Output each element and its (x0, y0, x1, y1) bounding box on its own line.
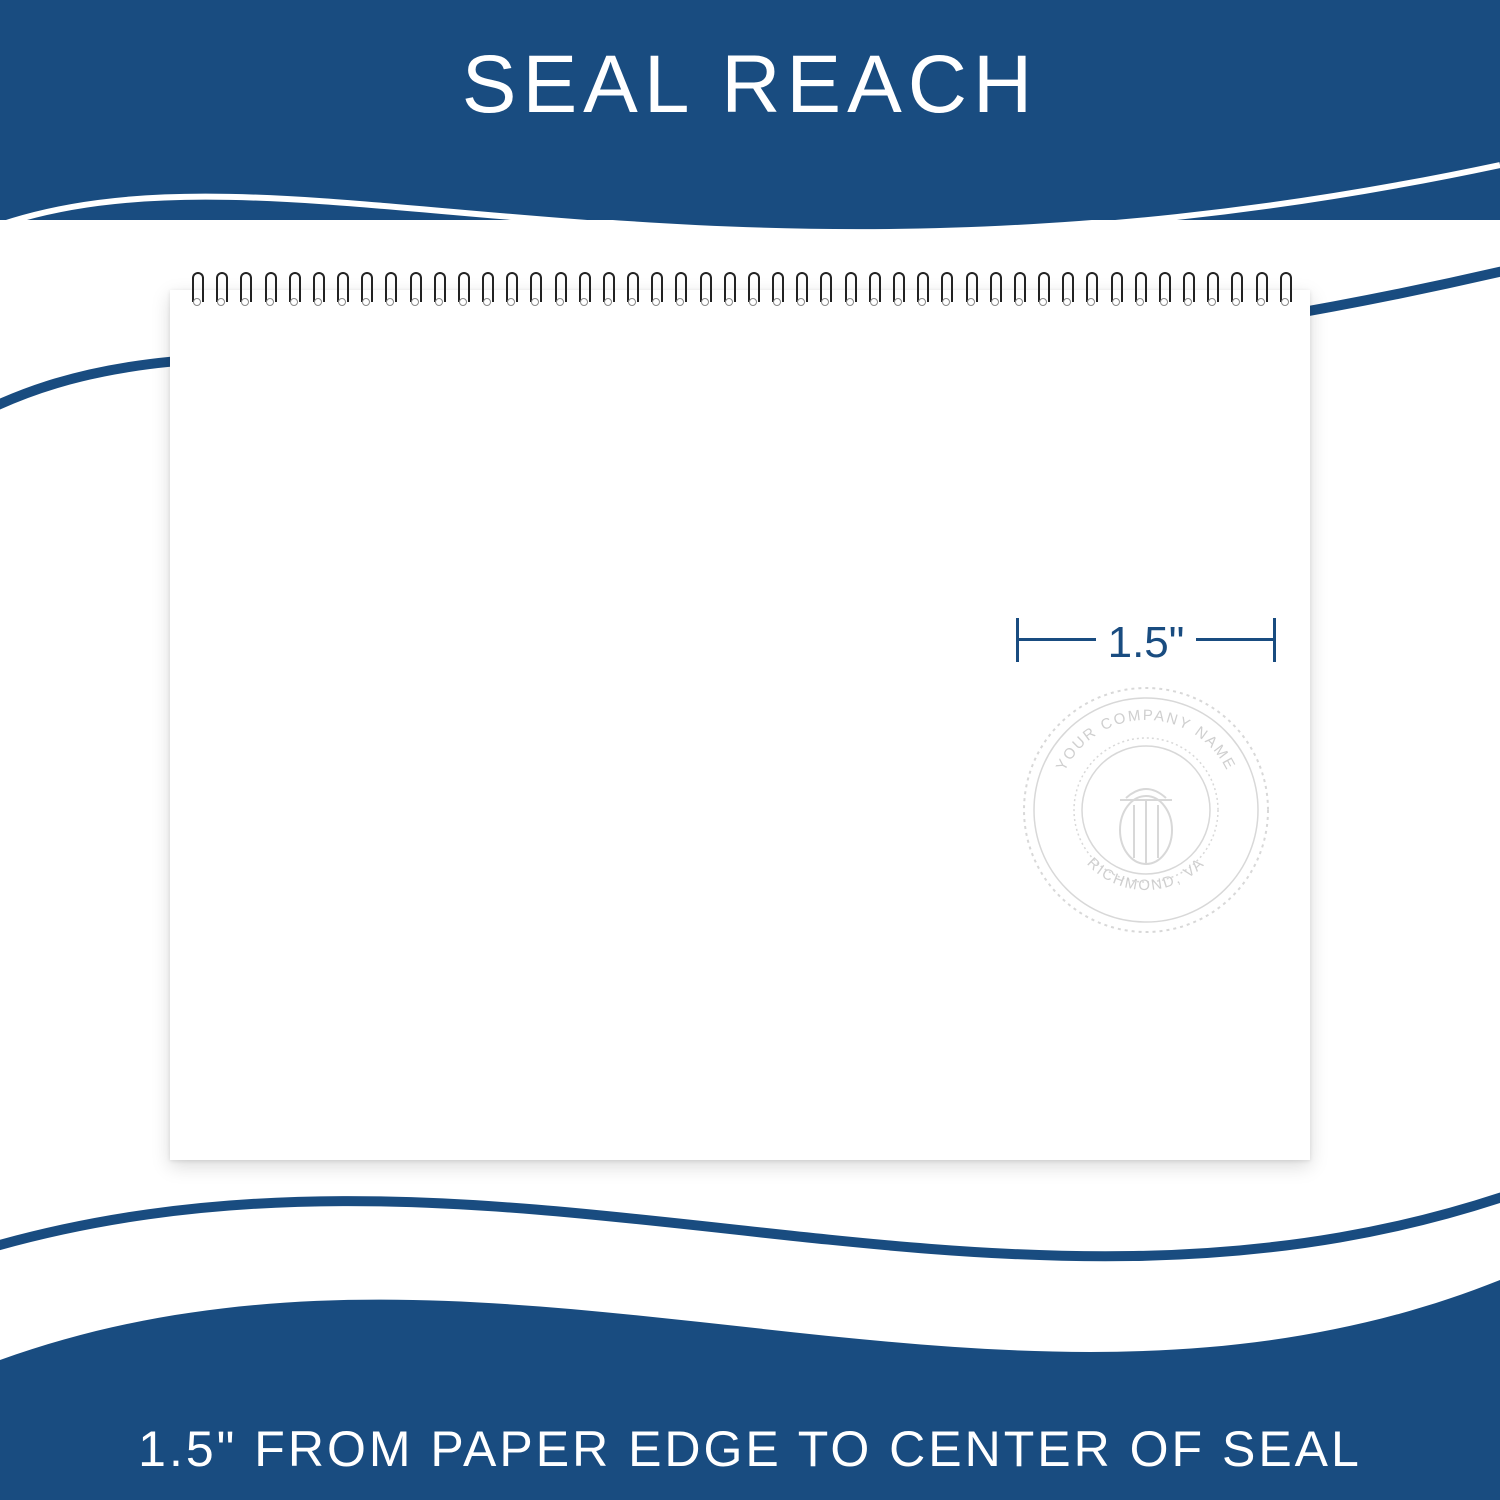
spiral-ring (964, 272, 976, 308)
spiral-ring (383, 272, 395, 308)
notebook-page: 1.5" YOUR COMPANY NAME (170, 290, 1310, 1160)
svg-text:YOUR COMPANY NAME: YOUR COMPANY NAME (1053, 707, 1239, 774)
spiral-ring (311, 272, 323, 308)
spiral-ring (1229, 272, 1241, 308)
measure-cap-right (1273, 618, 1276, 662)
spiral-ring (673, 272, 685, 308)
spiral-ring (1157, 272, 1169, 308)
spiral-ring (214, 272, 226, 308)
spiral-ring (263, 272, 275, 308)
spiral-ring (1133, 272, 1145, 308)
spiral-ring (553, 272, 565, 308)
spiral-ring (287, 272, 299, 308)
spiral-ring (843, 272, 855, 308)
spiral-ring (1084, 272, 1096, 308)
embossed-seal: YOUR COMPANY NAME RICHMOND, VA (1016, 680, 1276, 940)
spiral-ring (577, 272, 589, 308)
spiral-ring (698, 272, 710, 308)
spiral-ring (988, 272, 1000, 308)
spiral-ring (408, 272, 420, 308)
spiral-ring (432, 272, 444, 308)
spiral-ring (1181, 272, 1193, 308)
spiral-ring (359, 272, 371, 308)
measurement-indicator: 1.5" (1016, 610, 1276, 670)
footer-text: 1.5" FROM PAPER EDGE TO CENTER OF SEAL (0, 1420, 1500, 1478)
spiral-ring (1036, 272, 1048, 308)
spiral-ring (238, 272, 250, 308)
spiral-ring (818, 272, 830, 308)
spiral-ring (794, 272, 806, 308)
measure-label: 1.5" (1096, 618, 1196, 668)
spiral-ring (335, 272, 347, 308)
page-title: SEAL REACH (0, 38, 1500, 132)
spiral-ring (746, 272, 758, 308)
spiral-ring (722, 272, 734, 308)
spiral-ring (770, 272, 782, 308)
spiral-ring (1109, 272, 1121, 308)
spiral-ring (504, 272, 516, 308)
spiral-ring (625, 272, 637, 308)
spiral-ring (601, 272, 613, 308)
spiral-ring (1278, 272, 1290, 308)
spiral-ring (1060, 272, 1072, 308)
spiral-ring (190, 272, 202, 308)
spiral-ring (867, 272, 879, 308)
spiral-ring (1012, 272, 1024, 308)
spiral-ring (456, 272, 468, 308)
spiral-ring (891, 272, 903, 308)
spiral-ring (649, 272, 661, 308)
spiral-ring (480, 272, 492, 308)
spiral-ring (528, 272, 540, 308)
spiral-binding (190, 272, 1290, 308)
spiral-ring (939, 272, 951, 308)
spiral-ring (1205, 272, 1217, 308)
spiral-ring (1254, 272, 1266, 308)
spiral-ring (915, 272, 927, 308)
